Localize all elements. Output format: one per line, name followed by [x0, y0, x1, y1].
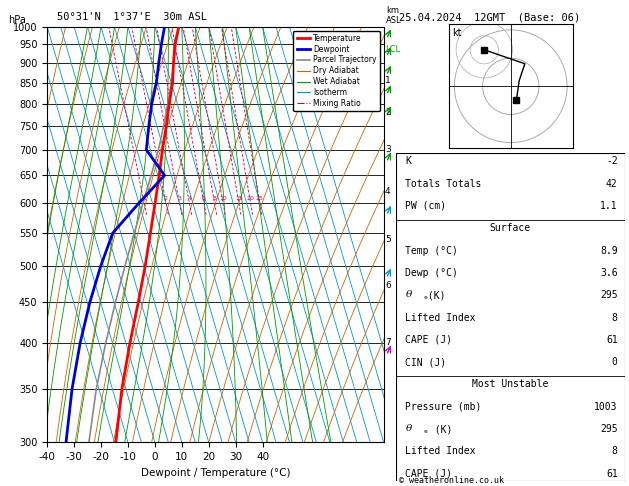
Text: Totals Totals: Totals Totals — [406, 179, 482, 189]
Legend: Temperature, Dewpoint, Parcel Trajectory, Dry Adiabat, Wet Adiabat, Isotherm, Mi: Temperature, Dewpoint, Parcel Trajectory… — [294, 31, 380, 111]
Text: θ: θ — [406, 290, 411, 299]
Text: Lifted Index: Lifted Index — [406, 312, 476, 323]
Text: 3: 3 — [177, 196, 182, 201]
Text: 61: 61 — [606, 469, 618, 479]
Text: 8: 8 — [213, 196, 216, 201]
Text: -2: -2 — [606, 156, 618, 166]
Text: 295: 295 — [600, 424, 618, 434]
Text: 6: 6 — [202, 196, 206, 201]
Text: 10: 10 — [219, 196, 227, 201]
Text: CAPE (J): CAPE (J) — [406, 469, 452, 479]
Text: PW (cm): PW (cm) — [406, 201, 447, 211]
Text: 15: 15 — [235, 196, 243, 201]
Text: 61: 61 — [606, 335, 618, 345]
Text: 4: 4 — [187, 196, 191, 201]
Text: hPa: hPa — [8, 16, 26, 25]
Text: 1: 1 — [385, 76, 391, 86]
Text: 7: 7 — [385, 338, 391, 347]
Text: 4: 4 — [385, 187, 391, 196]
Text: K: K — [406, 156, 411, 166]
Text: LCL: LCL — [385, 45, 400, 54]
Text: Temp (°C): Temp (°C) — [406, 245, 459, 256]
FancyBboxPatch shape — [396, 153, 625, 481]
Text: CAPE (J): CAPE (J) — [406, 335, 452, 345]
Text: 6: 6 — [385, 281, 391, 290]
Text: 0: 0 — [612, 357, 618, 367]
Text: Lifted Index: Lifted Index — [406, 446, 476, 456]
Text: CIN (J): CIN (J) — [406, 357, 447, 367]
Text: 3.6: 3.6 — [600, 268, 618, 278]
Text: ₑ (K): ₑ (K) — [423, 424, 452, 434]
Text: 50°31'N  1°37'E  30m ASL: 50°31'N 1°37'E 30m ASL — [57, 12, 206, 22]
Text: 1003: 1003 — [594, 402, 618, 412]
Text: 5: 5 — [385, 235, 391, 244]
Text: 25.04.2024  12GMT  (Base: 06): 25.04.2024 12GMT (Base: 06) — [399, 12, 581, 22]
Text: 8.9: 8.9 — [600, 245, 618, 256]
Text: kt: kt — [452, 28, 462, 38]
Text: Most Unstable: Most Unstable — [472, 380, 548, 389]
Text: 2: 2 — [164, 196, 168, 201]
Text: 1.1: 1.1 — [600, 201, 618, 211]
Text: Surface: Surface — [490, 223, 531, 233]
Text: ₑ(K): ₑ(K) — [423, 290, 446, 300]
Text: © weatheronline.co.uk: © weatheronline.co.uk — [399, 475, 504, 485]
Text: 25: 25 — [256, 196, 264, 201]
Text: Pressure (mb): Pressure (mb) — [406, 402, 482, 412]
Text: 8: 8 — [612, 446, 618, 456]
X-axis label: Dewpoint / Temperature (°C): Dewpoint / Temperature (°C) — [141, 468, 290, 478]
Text: θ: θ — [406, 424, 411, 433]
Text: 1: 1 — [142, 196, 146, 201]
Text: 20: 20 — [247, 196, 255, 201]
Text: 295: 295 — [600, 290, 618, 300]
Text: 2: 2 — [385, 108, 391, 117]
Text: Dewp (°C): Dewp (°C) — [406, 268, 459, 278]
Text: 3: 3 — [385, 145, 391, 155]
Text: 42: 42 — [606, 179, 618, 189]
Text: Mixing Ratio (g/kg): Mixing Ratio (g/kg) — [404, 195, 413, 274]
Text: km
ASL: km ASL — [386, 6, 402, 25]
Text: 8: 8 — [612, 312, 618, 323]
